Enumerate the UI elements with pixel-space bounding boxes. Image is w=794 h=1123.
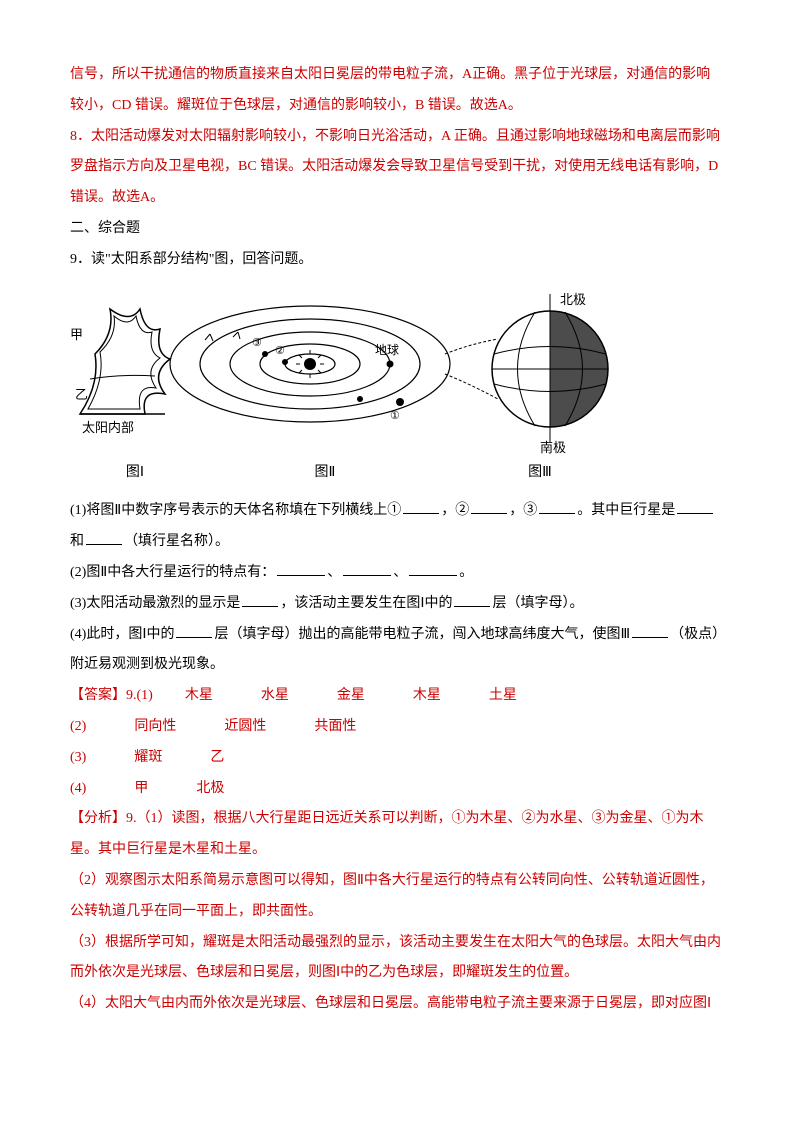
answer-value: 土星 xyxy=(489,688,517,703)
question-9-4: (4)此时，图Ⅰ中的 层（填字母）抛出的高能带电粒子流，闯入地球高纬度大气，使图Ⅲ… xyxy=(70,620,724,682)
answer-value: 金星 xyxy=(337,688,365,703)
text-fragment: 层（填字母）。 xyxy=(492,596,583,611)
label-jia: 甲 xyxy=(70,327,83,342)
text-fragment: (4) xyxy=(70,781,86,796)
label-earth: 地球 xyxy=(375,343,399,357)
figure-labels-row: 图Ⅰ 图Ⅱ 图Ⅲ xyxy=(70,458,630,489)
label-sun-interior: 太阳内部 xyxy=(82,420,134,435)
question-stem: 9．读"太阳系部分结构"图，回答问题。 xyxy=(70,245,724,276)
text-fragment: 和 xyxy=(70,534,84,549)
text-fragment: (3)太阳活动最激烈的显示是 xyxy=(70,596,240,611)
answer-value: 木星 xyxy=(185,688,213,703)
text-fragment: 。其中巨行星是 xyxy=(577,503,675,518)
text-fragment: ，该活动主要发生在图Ⅰ中的 xyxy=(280,596,452,611)
text-fragment: （填行星名称）。 xyxy=(124,534,229,549)
analysis-line-2: （2）观察图示太阳系简易示意图可以得知，图Ⅱ中各大行星运行的特点有公转同向性、公… xyxy=(70,866,724,928)
label-north-pole: 北极 xyxy=(560,292,586,307)
text-fragment: (3) xyxy=(70,750,86,765)
answer-value: 木星 xyxy=(413,688,441,703)
svg-text:①: ① xyxy=(390,410,400,422)
section-title: 二、综合题 xyxy=(70,214,724,245)
figure-3-label: 图Ⅲ xyxy=(450,458,630,489)
blank-input[interactable] xyxy=(403,500,439,514)
answer-line-3: (3) 耀斑 乙 xyxy=(70,743,724,774)
blank-input[interactable] xyxy=(539,500,575,514)
answer-line-1: 【答案】9.(1) 木星 水星 金星 木星 土星 xyxy=(70,681,724,712)
label-south-pole: 南极 xyxy=(540,440,566,454)
blank-input[interactable] xyxy=(343,562,391,576)
text-fragment: 。 xyxy=(459,565,473,580)
answer-value: 近圆性 xyxy=(224,719,266,734)
question-9-1: (1)将图Ⅱ中数字序号表示的天体名称填在下列横线上① ，② ，③ 。其中巨行星是和 （填… xyxy=(70,496,724,558)
figure-2-label: 图Ⅱ xyxy=(200,458,450,489)
text-fragment: (1)将图Ⅱ中数字序号表示的天体名称填在下列横线上① xyxy=(70,503,401,518)
answer-value: 耀斑 xyxy=(134,750,162,765)
blank-input[interactable] xyxy=(242,593,278,607)
blank-input[interactable] xyxy=(277,562,325,576)
answer-value: 水星 xyxy=(261,688,289,703)
blank-input[interactable] xyxy=(409,562,457,576)
answer-value: 共面性 xyxy=(314,719,356,734)
answer-value: 甲 xyxy=(134,781,148,796)
text-fragment: ，② xyxy=(441,503,469,518)
blank-input[interactable] xyxy=(454,593,490,607)
text-fragment: 9.(1) xyxy=(126,688,153,703)
answer-line-4: (4) 甲 北极 xyxy=(70,774,724,805)
text-fragment: ，③ xyxy=(509,503,537,518)
explanation-paragraph: 信号，所以干扰通信的物质直接来自太阳日冕层的带电粒子流，A正确。黑子位于光球层，… xyxy=(70,60,724,122)
label-yi: 乙 xyxy=(75,387,88,402)
solar-system-diagram: 甲 乙 太阳内部 ② ③ 地球 ① xyxy=(70,284,630,454)
svg-text:②: ② xyxy=(275,345,285,357)
answer-line-2: (2) 同向性 近圆性 共面性 xyxy=(70,712,724,743)
figure-2-orbits: ② ③ 地球 ① xyxy=(170,306,450,422)
text-fragment: 、 xyxy=(327,565,341,580)
blank-input[interactable] xyxy=(632,624,668,638)
svg-text:③: ③ xyxy=(252,337,262,349)
analysis-text: 9.（1）读图，根据八大行星距日远近关系可以判断，①为木星、②为水星、③为金星、… xyxy=(70,811,704,857)
blank-input[interactable] xyxy=(176,624,212,638)
answer-value: 北极 xyxy=(196,781,224,796)
figure-1-label: 图Ⅰ xyxy=(70,458,200,489)
analysis-line-4: （4）太阳大气由内而外依次是光球层、色球层和日冕层。高能带电粒子流主要来源于日冕… xyxy=(70,989,724,1020)
answer-label: 【答案】 xyxy=(70,688,126,703)
blank-input[interactable] xyxy=(677,500,713,514)
text-fragment: 层（填字母）抛出的高能带电粒子流，闯入地球高纬度大气，使图Ⅲ xyxy=(214,627,630,642)
analysis-label: 【分析】 xyxy=(70,811,126,826)
text-fragment: (4)此时，图Ⅰ中的 xyxy=(70,627,174,642)
analysis-line-1: 【分析】9.（1）读图，根据八大行星距日远近关系可以判断，①为木星、②为水星、③… xyxy=(70,804,724,866)
blank-input[interactable] xyxy=(471,500,507,514)
question-9-3: (3)太阳活动最激烈的显示是 ，该活动主要发生在图Ⅰ中的 层（填字母）。 xyxy=(70,589,724,620)
diagram-svg: 甲 乙 太阳内部 ② ③ 地球 ① xyxy=(70,284,630,454)
figure-3-globe: 北极 南极 xyxy=(445,292,608,454)
text-fragment: (2) xyxy=(70,719,86,734)
blank-input[interactable] xyxy=(86,531,122,545)
text-fragment: (2)图Ⅱ中各大行星运行的特点有： xyxy=(70,565,275,580)
analysis-line-3: （3）根据所学可知，耀斑是太阳活动最强烈的显示，该活动主要发生在太阳大气的色球层… xyxy=(70,928,724,990)
answer-value: 同向性 xyxy=(134,719,176,734)
figure-1-sun-interior: 甲 乙 太阳内部 xyxy=(70,309,170,435)
text-fragment: 、 xyxy=(393,565,407,580)
explanation-paragraph: 8．太阳活动爆发对太阳辐射影响较小，不影响日光浴活动，A 正确。且通过影响地球磁… xyxy=(70,122,724,214)
question-9-2: (2)图Ⅱ中各大行星运行的特点有： 、 、 。 xyxy=(70,558,724,589)
answer-value: 乙 xyxy=(210,750,224,765)
